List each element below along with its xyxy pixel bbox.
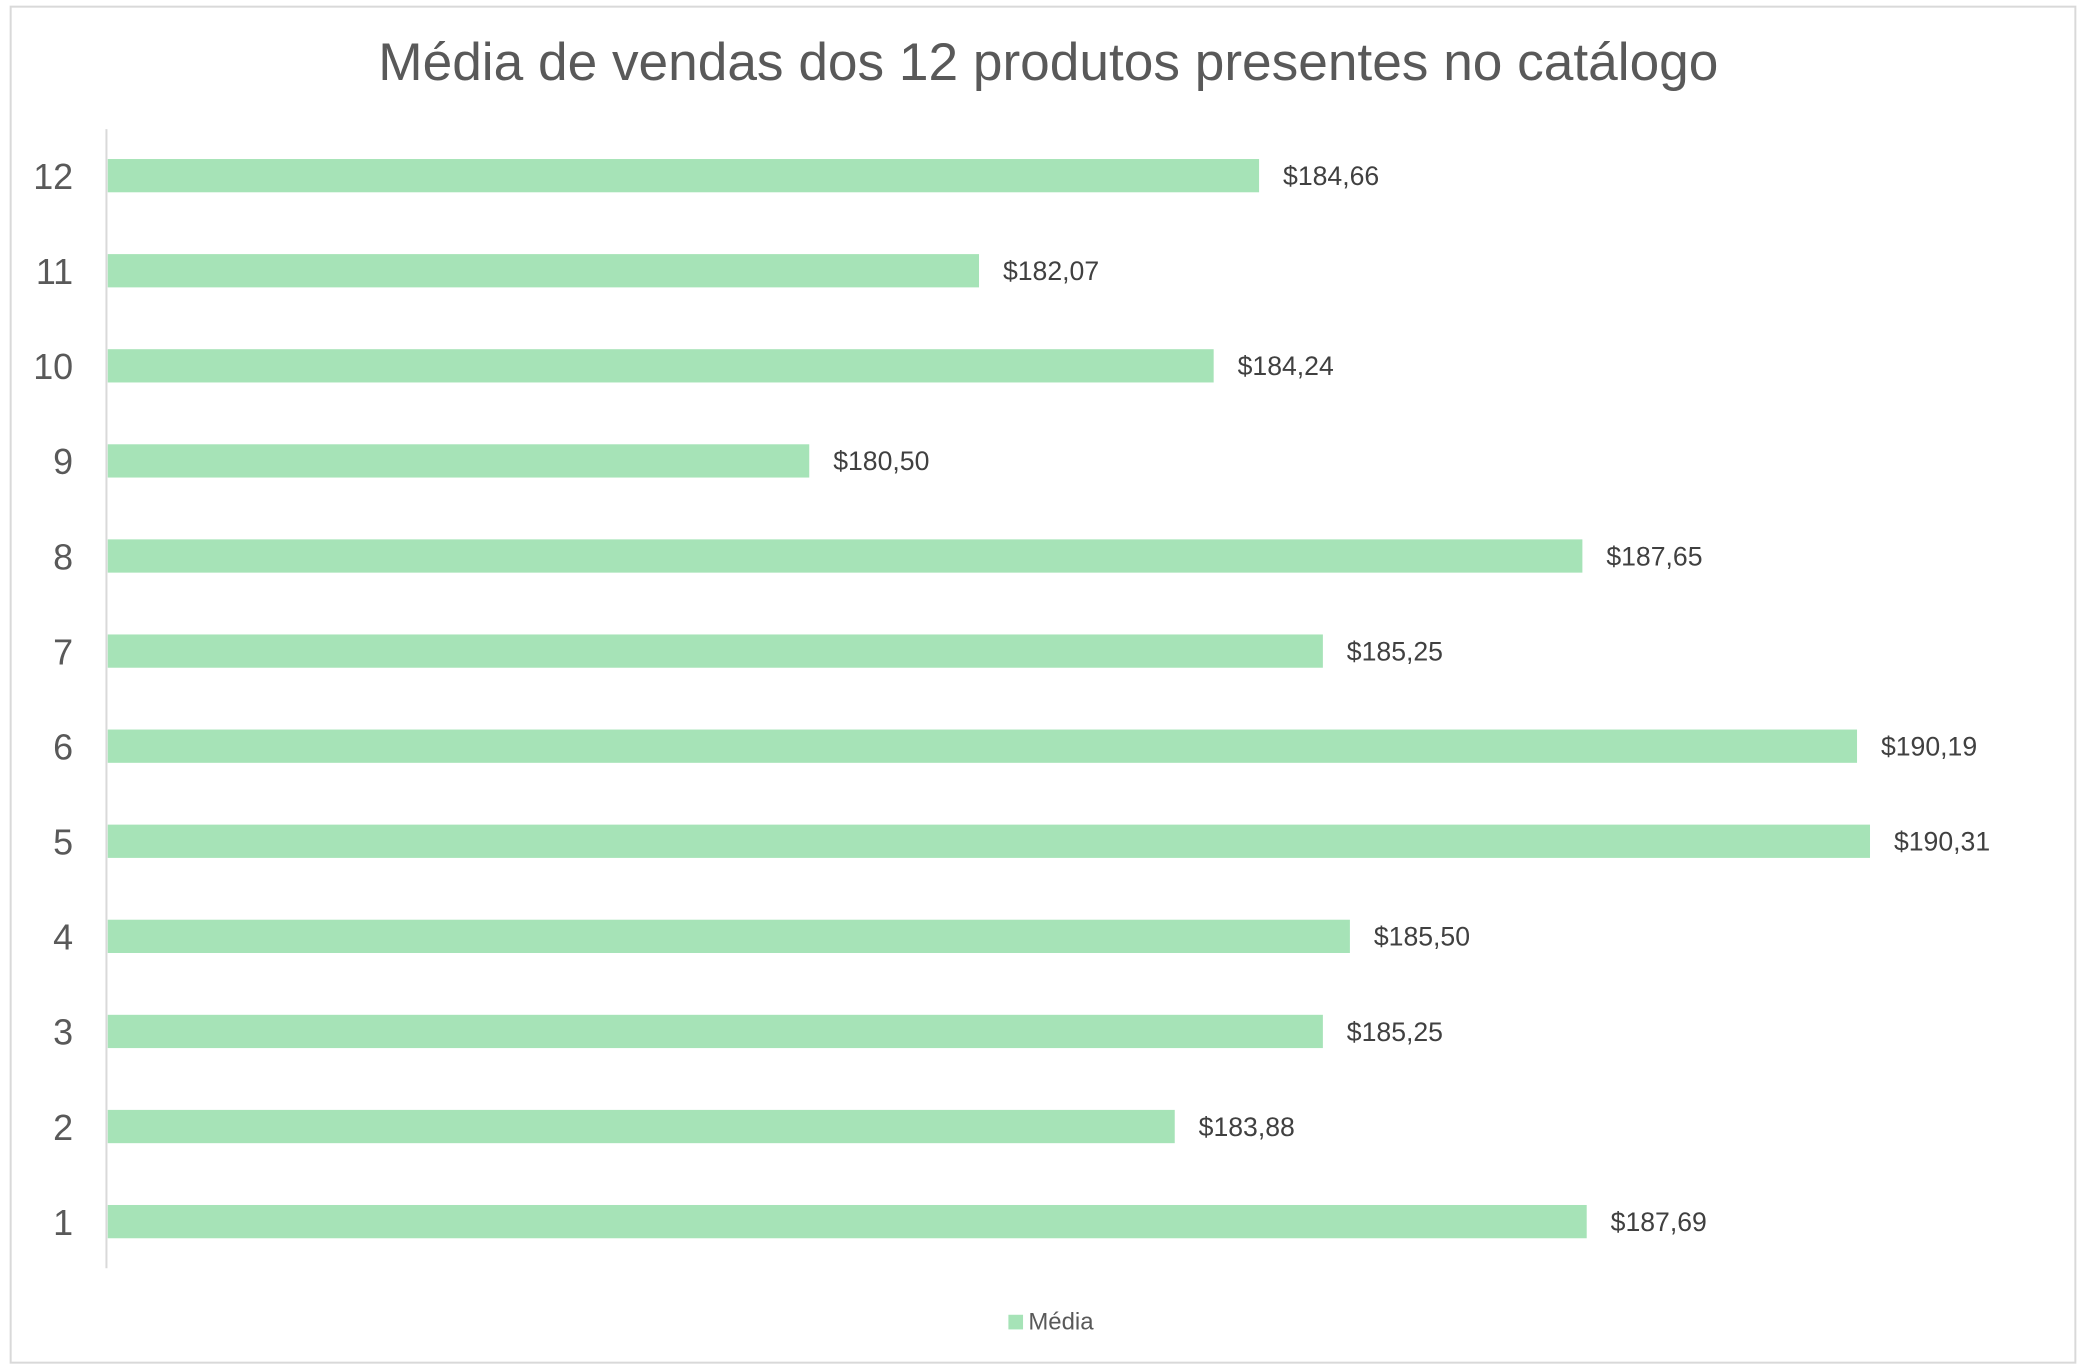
category-tick-label: 4	[53, 917, 73, 958]
bar	[107, 254, 980, 288]
bar	[107, 159, 1260, 193]
data-label: $185,25	[1347, 1017, 1443, 1047]
data-label: $187,65	[1606, 541, 1702, 571]
category-tick-label: 5	[53, 822, 73, 863]
bar	[107, 919, 1350, 953]
chart-title: Média de vendas dos 12 produtos presente…	[378, 33, 1718, 92]
bar	[107, 824, 1871, 858]
data-label: $183,88	[1199, 1112, 1295, 1142]
bar	[107, 444, 810, 478]
bar	[107, 539, 1583, 573]
bar	[107, 729, 1858, 763]
data-label: $184,66	[1283, 161, 1379, 191]
data-label: $182,07	[1003, 256, 1099, 286]
category-tick-label: 9	[53, 441, 73, 482]
category-tick-label: 12	[33, 156, 73, 197]
bar	[107, 1109, 1175, 1144]
bar	[107, 349, 1214, 383]
category-tick-label: 7	[53, 631, 73, 672]
bar	[107, 634, 1323, 668]
data-label: $190,31	[1894, 827, 1990, 857]
data-label: $185,25	[1347, 636, 1443, 666]
category-tick-label: 11	[36, 251, 73, 292]
legend-swatch	[1008, 1314, 1024, 1330]
data-label: $187,69	[1611, 1207, 1707, 1237]
category-tick-label: 10	[33, 346, 73, 387]
data-label: $185,50	[1374, 922, 1470, 952]
data-label: $180,50	[833, 446, 929, 476]
category-tick-label: 8	[53, 536, 73, 577]
legend: Média	[1008, 1308, 1094, 1335]
data-label: $184,24	[1238, 351, 1334, 381]
data-label: $190,19	[1881, 731, 1977, 761]
category-tick-label: 2	[53, 1107, 73, 1148]
category-tick-label: 1	[53, 1202, 73, 1243]
category-tick-label: 3	[53, 1012, 73, 1053]
legend-label: Média	[1028, 1308, 1094, 1335]
category-tick-label: 6	[53, 726, 73, 767]
bar	[107, 1014, 1323, 1049]
chart-border	[9, 5, 2077, 1364]
bars-group: 1 $187,69 2 $183,88 3 $185,25 4 $185,50 5 $190,31…	[33, 156, 1990, 1243]
bar	[107, 1204, 1587, 1239]
